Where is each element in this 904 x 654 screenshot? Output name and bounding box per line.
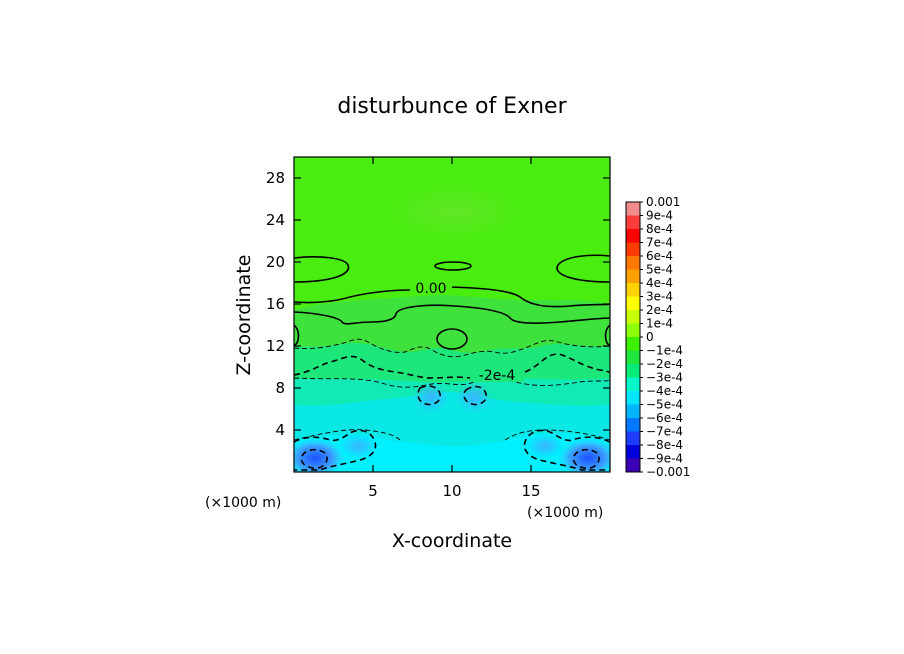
colorbar: 0.0019e-48e-47e-46e-45e-44e-43e-42e-41e-… (625, 195, 690, 479)
colorbar-swatch (626, 269, 640, 284)
colorbar-swatch (626, 404, 640, 419)
colorbar-label: 4e-4 (646, 276, 673, 290)
colorbar-label: 7e-4 (646, 236, 673, 250)
y-unit-label: (×1000 m) (205, 495, 281, 511)
chart-title: disturbunce of Exner (337, 94, 567, 119)
colorbar-swatch (626, 431, 640, 446)
field-blob-bottom-left-2 (340, 434, 376, 458)
colorbar-label: −9e-4 (646, 452, 683, 466)
colorbar-label: −3e-4 (646, 371, 683, 385)
x-unit-label: (×1000 m) (527, 505, 603, 521)
colorbar-swatch (626, 445, 640, 459)
colorbar-label: 2e-4 (646, 303, 673, 317)
colorbar-label: 8e-4 (646, 222, 673, 236)
colorbar-label: 1e-4 (646, 317, 673, 331)
y-tick-label: 24 (266, 211, 285, 229)
y-tick-label: 12 (266, 337, 285, 355)
field-blob-bottom-right-2 (527, 434, 563, 458)
contour-minus-2e-4 (294, 353, 610, 471)
colorbar-swatch (626, 350, 640, 365)
colorbar-label: −4e-4 (646, 384, 683, 398)
field-blob-bottom-right (558, 438, 610, 472)
colorbar-swatch (626, 458, 640, 473)
field-blob-bottom-left (294, 438, 345, 472)
y-axis-label: Z-coordinate (233, 255, 255, 376)
y-tick-label: 4 (275, 421, 285, 439)
colorbar-label: −1e-4 (646, 344, 683, 358)
colorbar-swatch (626, 310, 640, 324)
x-tick-label: 10 (442, 482, 461, 500)
x-axis: 5 10 15 (368, 157, 541, 500)
colorbar-swatch (626, 256, 640, 270)
colorbar-swatch (626, 215, 640, 230)
colorbar-label: 5e-4 (646, 263, 673, 277)
colorbar-swatch (626, 242, 640, 257)
colorbar-swatch (626, 323, 640, 338)
contour-label-zero: 0.00 (415, 281, 446, 297)
field-upper-shade (380, 182, 530, 242)
y-tick-label: 8 (275, 379, 285, 397)
colorbar-swatch (626, 296, 640, 311)
colorbar-swatch (626, 418, 640, 432)
colorbar-label: −7e-4 (646, 425, 683, 439)
plot-area: 0.00 -2e-4 (294, 157, 610, 472)
colorbar-label: −0.001 (646, 465, 690, 479)
x-tick-label: 15 (521, 482, 540, 500)
colorbar-label: −2e-4 (646, 357, 683, 371)
colorbar-swatch (626, 391, 640, 405)
colorbar-swatch (626, 377, 640, 392)
x-tick-label: 5 (368, 482, 378, 500)
y-axis: 4 8 12 16 20 24 28 (266, 169, 610, 439)
field-blob-mid-left (413, 381, 449, 413)
y-tick-label: 16 (266, 295, 285, 313)
field-blob-mid-right (456, 381, 492, 413)
contour-minus-1e-4 (294, 338, 610, 441)
colorbar-label: 9e-4 (646, 209, 673, 223)
contour-zero (294, 254, 610, 350)
colorbar-label: −8e-4 (646, 438, 683, 452)
colorbar-swatch (626, 337, 640, 351)
contour-label-minus-2e-4: -2e-4 (479, 368, 516, 384)
y-tick-label: 28 (266, 169, 285, 187)
colorbar-swatch (626, 283, 640, 297)
colorbar-label: −6e-4 (646, 411, 683, 425)
y-tick-label: 20 (266, 253, 285, 271)
colorbar-swatch (626, 202, 640, 216)
colorbar-label: 0 (646, 330, 654, 344)
colorbar-label: 3e-4 (646, 290, 673, 304)
colorbar-label: 6e-4 (646, 249, 673, 263)
colorbar-label: −5e-4 (646, 398, 683, 412)
colorbar-swatch (626, 364, 640, 378)
colorbar-label: 0.001 (646, 195, 680, 209)
x-axis-label: X-coordinate (392, 530, 512, 552)
colorbar-swatch (626, 229, 640, 243)
